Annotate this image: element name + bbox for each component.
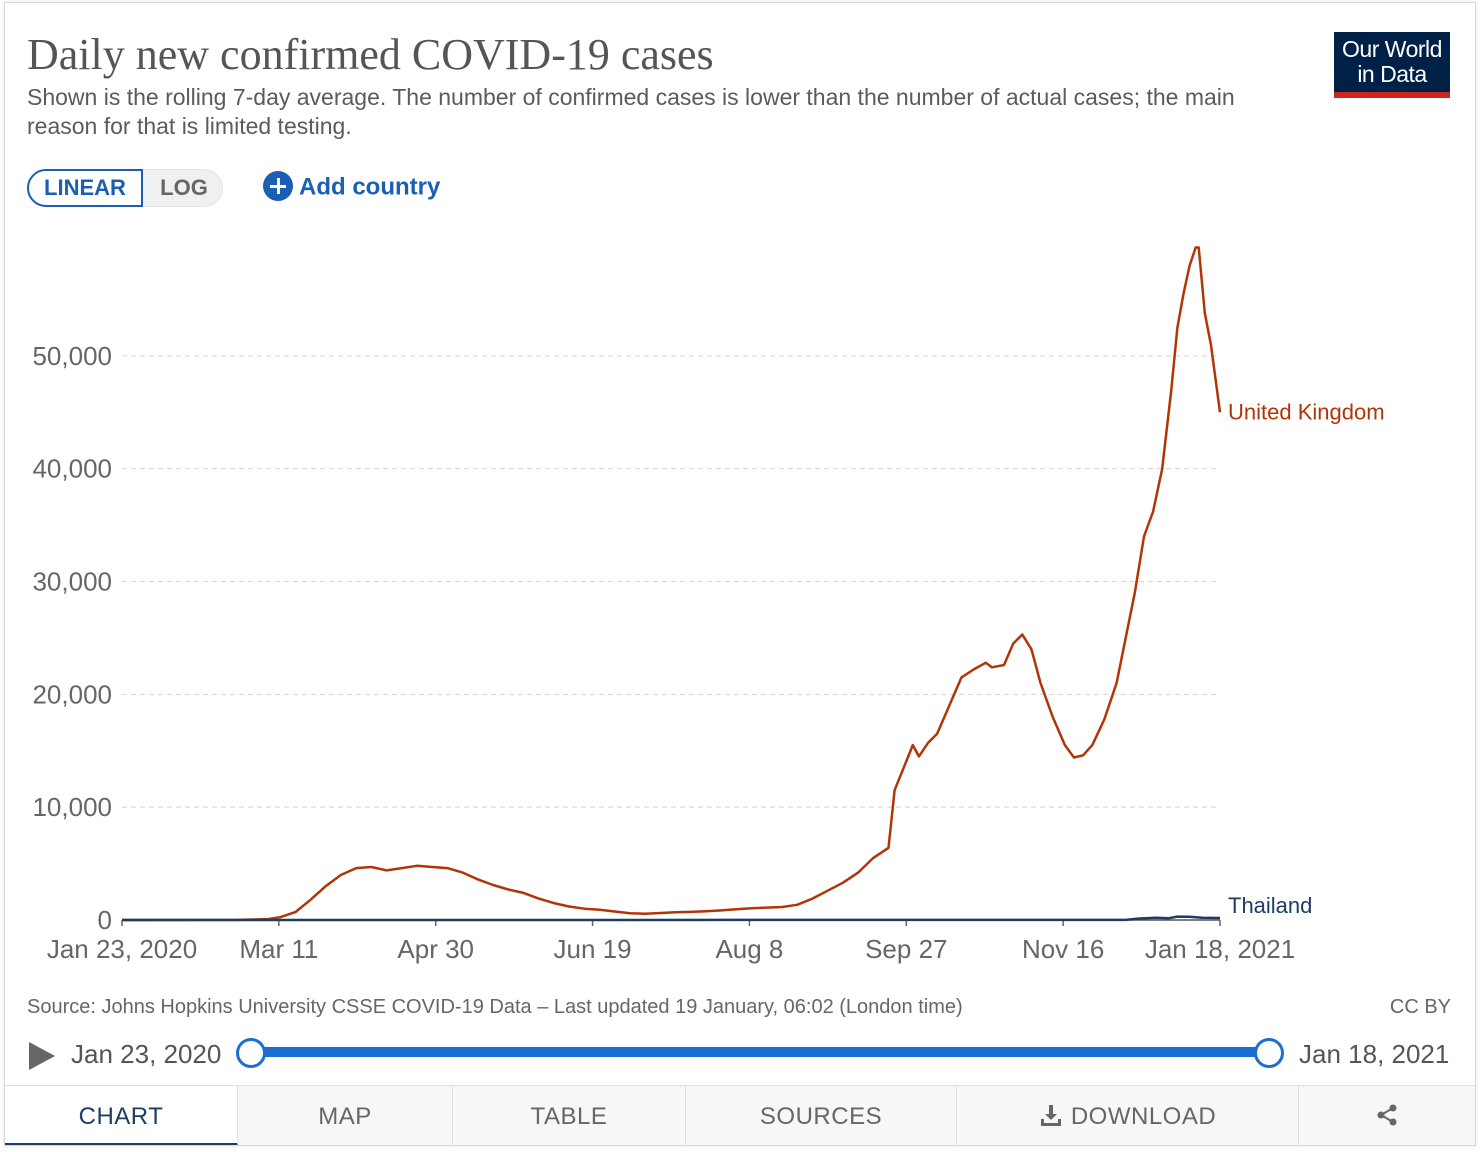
tab-sources[interactable]: SOURCES — [686, 1086, 957, 1145]
play-icon[interactable] — [29, 1042, 55, 1070]
x-tick-label: Apr 30 — [397, 934, 474, 964]
x-tick-label: Jan 23, 2020 — [47, 934, 197, 964]
x-tick-label: Nov 16 — [1022, 934, 1104, 964]
logo-line-1: Our World — [1342, 36, 1442, 62]
timeline-slider[interactable] — [249, 1047, 1269, 1057]
x-tick-label: Jan 18, 2021 — [1145, 934, 1295, 964]
timeline-end-handle[interactable] — [1254, 1038, 1284, 1068]
logo-line-2: in Data — [1357, 61, 1427, 87]
series-lines — [121, 246, 1222, 922]
tab-bar: CHART MAP TABLE SOURCES DOWNLOAD — [5, 1085, 1475, 1145]
chart-title: Daily new confirmed COVID-19 cases — [27, 30, 714, 79]
tab-table[interactable]: TABLE — [453, 1086, 686, 1145]
scale-toggle: LINEAR LOG — [27, 169, 223, 207]
series-label-thailand: Thailand — [1228, 893, 1312, 918]
x-tick-label: Jun 19 — [554, 934, 632, 964]
series-labels: United Kingdom Thailand — [1228, 399, 1385, 918]
plus-circle-icon — [263, 171, 293, 201]
chart-card: Daily new confirmed COVID-19 cases Shown… — [4, 2, 1476, 1146]
x-tick-label: Sep 27 — [865, 934, 947, 964]
log-scale-button[interactable]: LOG — [160, 175, 208, 200]
add-country-button[interactable]: Add country — [263, 171, 441, 207]
y-axis-labels: 0 10,000 20,000 30,000 40,000 50,000 — [32, 341, 112, 935]
chart-subtitle: Shown is the rolling 7-day average. The … — [27, 84, 1235, 139]
x-axis-labels: Jan 23, 2020 Mar 11 Apr 30 Jun 19 Aug 8 Sep 2… — [47, 920, 1295, 964]
license-link[interactable]: CC BY — [1389, 996, 1451, 1018]
y-tick-label: 0 — [98, 905, 112, 935]
download-label: DOWNLOAD — [1070, 1103, 1217, 1130]
owid-logo[interactable]: Our World in Data — [1334, 32, 1450, 98]
grid-lines — [122, 355, 1220, 921]
y-tick-label: 50,000 — [32, 341, 112, 371]
add-country-label: Add country — [299, 173, 441, 201]
series-label-united-kingdom: United Kingdom — [1228, 399, 1385, 424]
y-tick-label: 20,000 — [32, 679, 112, 709]
timeline-start-label: Jan 23, 2020 — [71, 1039, 222, 1069]
y-tick-label: 30,000 — [32, 567, 112, 597]
linear-scale-button[interactable]: LINEAR — [27, 169, 143, 207]
timeline-end-label: Jan 18, 2021 — [1299, 1039, 1450, 1069]
download-icon — [1040, 1104, 1061, 1126]
tab-download[interactable]: DOWNLOAD — [957, 1086, 1299, 1145]
y-tick-label: 10,000 — [32, 792, 112, 822]
tab-share[interactable] — [1299, 1086, 1475, 1145]
timeline-start-handle[interactable] — [236, 1038, 266, 1068]
series-line-thailand — [121, 915, 1221, 922]
tab-chart[interactable]: CHART — [5, 1086, 238, 1145]
x-tick-label: Mar 11 — [239, 934, 318, 964]
x-tick-label: Aug 8 — [715, 934, 783, 964]
y-tick-label: 40,000 — [32, 454, 112, 484]
series-line-united-kingdom — [121, 246, 1222, 922]
line-chart: 0 10,000 20,000 30,000 40,000 50,000 Jan 23, … — [32, 246, 1385, 964]
source-note: Source: Johns Hopkins University CSSE CO… — [27, 996, 963, 1018]
share-icon — [1377, 1104, 1397, 1126]
tab-map[interactable]: MAP — [238, 1086, 453, 1145]
